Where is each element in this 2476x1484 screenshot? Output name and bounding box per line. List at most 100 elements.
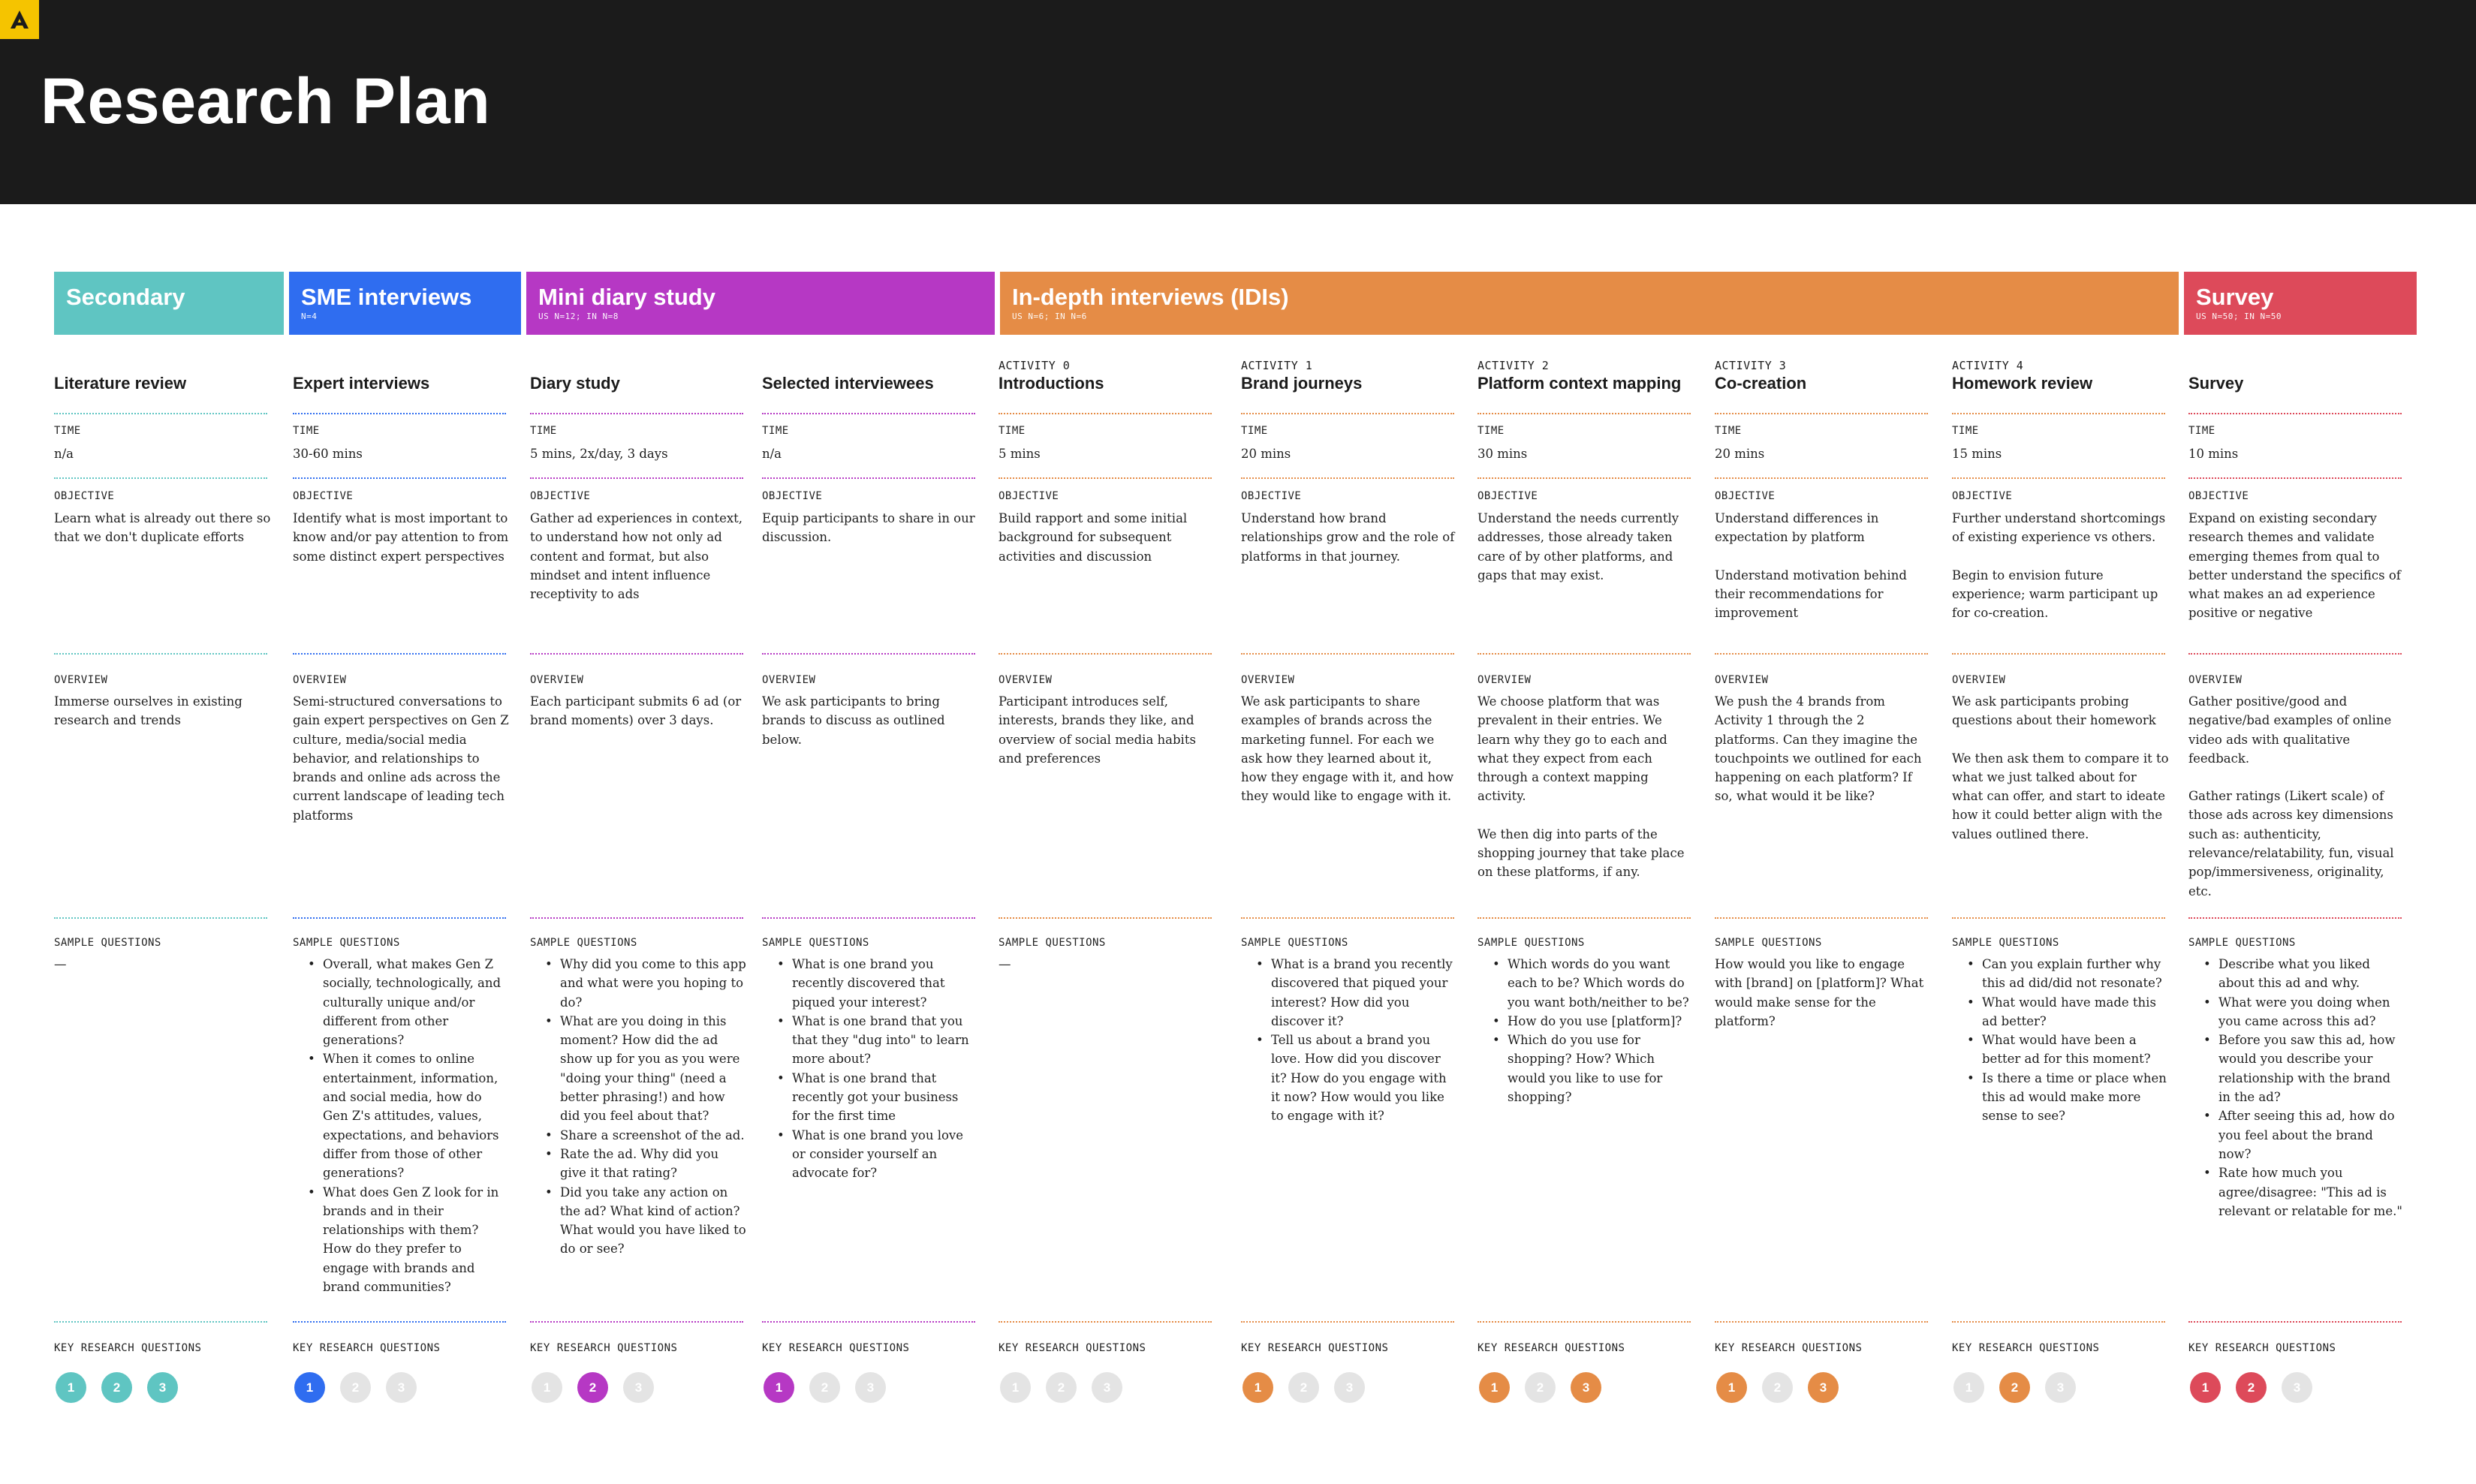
sample-questions-label: SAMPLE QUESTIONS [1715,937,1822,949]
krq-badge-3[interactable]: 3 [386,1372,417,1403]
sample-question: What is one brand you love or consider y… [762,1126,980,1183]
krq-badge-1[interactable]: 1 [1716,1372,1747,1403]
krq-badge-1[interactable]: 1 [294,1372,325,1403]
divider [762,653,975,655]
activity-number: ACTIVITY 1 [1241,359,1313,372]
krq-badge-3[interactable]: 3 [2282,1372,2312,1403]
krq-badge-2[interactable]: 2 [1762,1372,1793,1403]
objective-text-paragraph: Understand how brand relationships grow … [1241,511,1455,564]
band-sme-interviews[interactable]: SME interviews N=4 [289,272,521,335]
time-label: TIME [1477,425,1505,437]
divider [2188,477,2402,479]
krq-badge-3[interactable]: 3 [1571,1372,1601,1403]
app-logo-icon[interactable] [0,0,39,39]
divider [54,1321,267,1323]
overview-label: OVERVIEW [1952,674,2006,686]
band-title: In-depth interviews (IDIs) [1012,284,1289,310]
time-value: 10 mins [2188,447,2239,461]
key-research-questions-label: KEY RESEARCH QUESTIONS [1241,1342,1389,1354]
column-survey: Survey TIME 10 mins OBJECTIVE Expand on exis… [2188,353,2406,1404]
krq-badge-1[interactable]: 1 [1953,1372,1984,1403]
krq-badge-3[interactable]: 3 [1808,1372,1839,1403]
krq-badge-3[interactable]: 3 [2045,1372,2076,1403]
divider [1715,1321,1928,1323]
divider [1477,477,1691,479]
divider [530,917,743,919]
krq-badge-1[interactable]: 1 [764,1372,794,1403]
sample-question: What does Gen Z look for in brands and i… [293,1183,511,1297]
objective-label: OBJECTIVE [293,490,354,502]
sample-question: What would have made this ad better? [1952,993,2170,1031]
krq-badge-2[interactable]: 2 [2236,1372,2267,1403]
krq-badge-3[interactable]: 3 [1334,1372,1365,1403]
overview-text: Gather positive/good and negative/bad ex… [2188,692,2406,901]
key-research-questions-label: KEY RESEARCH QUESTIONS [1477,1342,1625,1354]
objective-text: Identify what is most important to know … [293,509,511,566]
krq-badge-2[interactable]: 2 [1999,1372,2030,1403]
band-mini-diary-study[interactable]: Mini diary study US N=12; IN N=8 [526,272,995,335]
krq-badge-2[interactable]: 2 [1525,1372,1556,1403]
overview-label: OVERVIEW [530,674,584,686]
objective-text: Learn what is already out there so that … [54,509,272,547]
krq-badge-2[interactable]: 2 [1046,1372,1077,1403]
column-expert-interviews: Expert interviews TIME 30-60 mins OBJECTIVE… [293,353,511,1404]
krq-badge-1[interactable]: 1 [1243,1372,1273,1403]
krq-badge-3[interactable]: 3 [623,1372,654,1403]
sample-question: Why did you come to this app and what we… [530,955,748,1012]
overview-text: We ask participants to bring brands to d… [762,692,980,749]
objective-label: OBJECTIVE [2188,490,2249,502]
krq-badge-1[interactable]: 1 [2190,1372,2221,1403]
overview-text-paragraph: We then ask them to compare it to what w… [1952,751,2169,841]
column-diary-study: Diary study TIME 5 mins, 2x/day, 3 days OBJ… [530,353,748,1404]
key-research-questions-label: KEY RESEARCH QUESTIONS [1952,1342,2100,1354]
krq-badge-2[interactable]: 2 [1288,1372,1319,1403]
band-in-depth-interviews[interactable]: In-depth interviews (IDIs) US N=6; IN N=6 [1000,272,2179,335]
sample-questions-list: What is one brand you recently discovere… [762,955,980,1183]
sample-question: After seeing this ad, how do you feel ab… [2188,1106,2406,1163]
krq-badge-1[interactable]: 1 [1479,1372,1510,1403]
divider [1477,917,1691,919]
divider [999,477,1212,479]
krq-badge-1[interactable]: 1 [56,1372,86,1403]
krq-badge-2[interactable]: 2 [809,1372,840,1403]
krq-badge-2[interactable]: 2 [577,1372,608,1403]
sample-question: Rate the ad. Why did you give it that ra… [530,1145,748,1183]
objective-text-paragraph: Understand differences in expectation by… [1715,511,1879,545]
key-research-questions-label: KEY RESEARCH QUESTIONS [530,1342,678,1354]
objective-text-paragraph: Understand the needs currently addresses… [1477,511,1679,582]
divider [293,917,506,919]
sample-question: What is one brand that you that they "du… [762,1012,980,1069]
divider [293,413,506,414]
krq-badge-1[interactable]: 1 [532,1372,562,1403]
divider [1241,413,1454,414]
krq-badge-3[interactable]: 3 [147,1372,178,1403]
sample-question: How do you use [platform]? [1477,1012,1695,1031]
overview-text: We push the 4 brands from Activity 1 thr… [1715,692,1932,806]
time-label: TIME [1241,425,1268,437]
krq-badge-2[interactable]: 2 [101,1372,132,1403]
overview-text: Semi-structured conversations to gain ex… [293,692,511,825]
band-title: Survey [2196,284,2274,310]
time-label: TIME [999,425,1026,437]
krq-badge-3[interactable]: 3 [1092,1372,1122,1403]
column-title: Selected interviewees [762,374,934,393]
sample-question: How would you like to engage with [brand… [1715,957,1924,1028]
divider [2188,917,2402,919]
band-secondary[interactable]: Secondary [54,272,284,335]
overview-label: OVERVIEW [762,674,816,686]
krq-badge-1[interactable]: 1 [1000,1372,1031,1403]
objective-label: OBJECTIVE [530,490,591,502]
time-label: TIME [2188,425,2215,437]
objective-text-paragraph: Learn what is already out there so that … [54,511,271,545]
divider [1477,653,1691,655]
band-survey[interactable]: Survey US N=50; IN N=50 [2184,272,2417,335]
krq-badge-3[interactable]: 3 [855,1372,886,1403]
sample-questions-list: — [999,955,1216,974]
column-literature-review: Literature review TIME n/a OBJECTIVE Learn w… [54,353,272,1404]
objective-text-paragraph: Gather ad experiences in context, to und… [530,511,743,602]
divider [999,413,1212,414]
krq-badge-2[interactable]: 2 [340,1372,371,1403]
